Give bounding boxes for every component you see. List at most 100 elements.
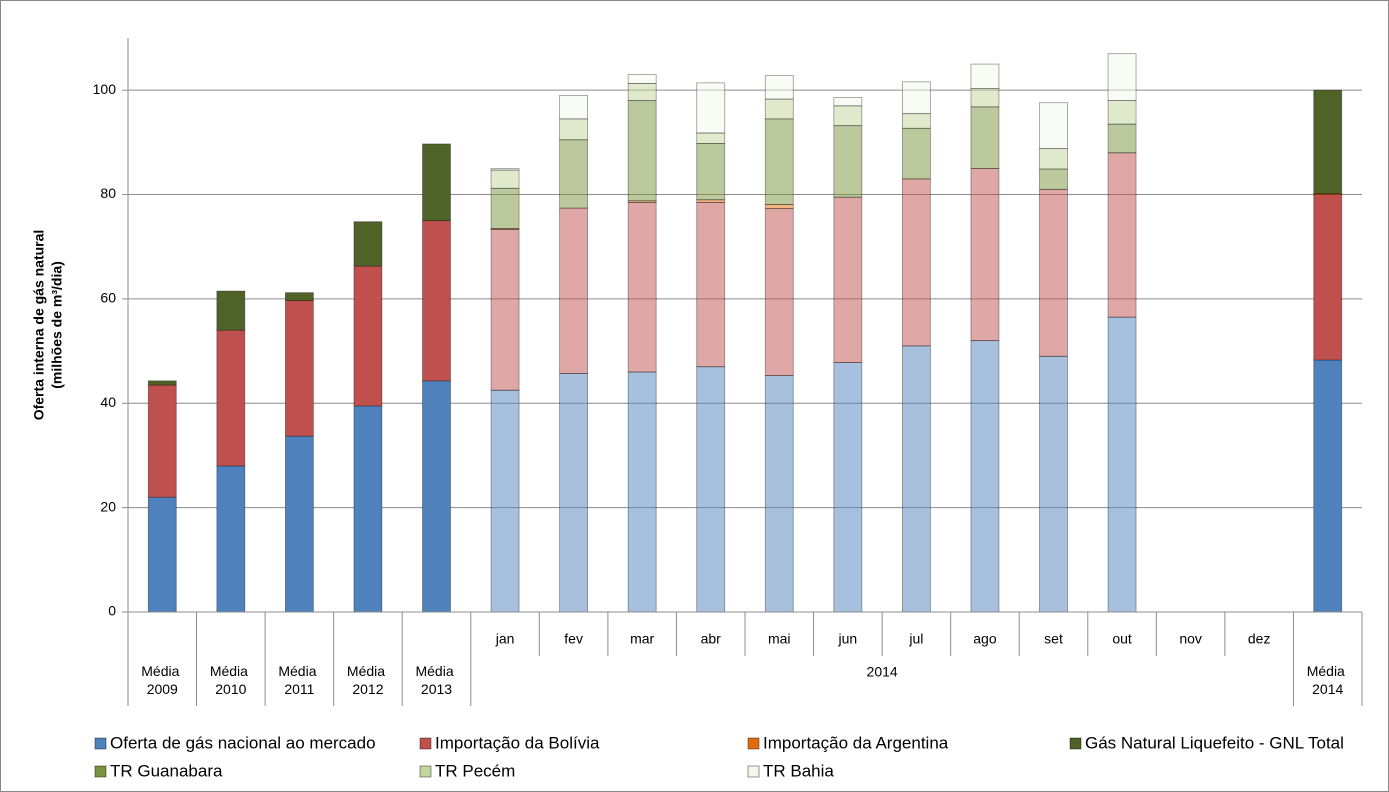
legend-label: TR Bahia [763, 761, 834, 780]
bar-segment [284, 435, 314, 613]
legend-swatch [419, 737, 432, 750]
y-axis-title: (milhões de m³/dia) [49, 261, 65, 389]
legend-label: Gás Natural Liquefeito - GNL Total [1085, 733, 1344, 752]
bar-segment [764, 208, 794, 377]
x-tick-label: nov [1179, 631, 1202, 647]
bar-segment [696, 143, 726, 201]
bar-segment [833, 125, 863, 198]
bar-segment [1313, 89, 1343, 194]
bar-segment [559, 95, 589, 120]
x-tick-label: Média 2009 [141, 663, 183, 697]
legend-label: TR Pecém [435, 761, 515, 780]
x-tick-label: jul [908, 631, 923, 647]
bar-segment [970, 340, 1000, 613]
bar-segment [764, 118, 794, 205]
bar-segment [490, 187, 520, 229]
bar-segment [1039, 102, 1068, 150]
bar-segment [216, 290, 246, 331]
bar-segment [1039, 188, 1068, 357]
bar-segment [764, 98, 794, 120]
bar-segment [353, 221, 383, 267]
legend-label: TR Guanabara [110, 761, 223, 780]
bar-segment [1107, 53, 1137, 102]
bar-segment [833, 196, 863, 363]
bar-segment [901, 127, 931, 180]
legend-swatch [747, 737, 760, 750]
legend-swatch [94, 765, 107, 778]
x-tick-label: abr [701, 631, 722, 647]
bar-segment [696, 82, 726, 134]
bar-segment [284, 292, 314, 301]
x-tick-label: Média 2013 [415, 663, 457, 697]
legend-label: Oferta de gás nacional ao mercado [110, 733, 376, 752]
bar-segment [1313, 194, 1343, 361]
bar-segment [1107, 316, 1137, 613]
bar-segment [490, 169, 520, 189]
legend-swatch [419, 765, 432, 778]
x-tick-label: Média 2011 [278, 663, 320, 697]
x-tick-label: jan [495, 631, 515, 647]
bar-segment [559, 207, 589, 374]
bar-segment [353, 265, 383, 407]
x-tick-label: jun [837, 631, 857, 647]
bar-segment [833, 105, 863, 127]
bar-segment [216, 329, 246, 467]
bar-segment [490, 168, 520, 171]
bar-segment [696, 132, 726, 144]
bar-segment [970, 88, 1000, 108]
bar-segment [1107, 123, 1137, 154]
x-tick-label: Média 2010 [210, 663, 252, 697]
bar-segment [1039, 148, 1068, 170]
group-label: 2014 [867, 664, 898, 680]
bar-segment [901, 178, 931, 347]
bar-segment [559, 139, 589, 209]
bar-segment [901, 113, 931, 129]
bar-segment [1039, 168, 1068, 190]
bar-segment [696, 366, 726, 613]
bar-segment [627, 74, 657, 84]
y-tick-label: 60 [100, 290, 116, 306]
bar-segment [1039, 355, 1068, 613]
y-tick-label: 0 [108, 603, 116, 619]
bar-segment [1107, 100, 1137, 125]
y-tick-label: 40 [100, 394, 116, 410]
x-tick-label: Média 2014 [1307, 663, 1349, 697]
bar-segment [970, 168, 1000, 342]
x-tick-label: ago [973, 631, 997, 647]
y-tick-label: 20 [100, 498, 116, 514]
bar-segment [490, 228, 520, 230]
bar-segment [901, 345, 931, 613]
legend-swatch [747, 765, 760, 778]
x-tick-label: mai [768, 631, 791, 647]
bar-segment [764, 75, 794, 100]
bar-segment [422, 380, 451, 613]
legend-swatch [94, 737, 107, 750]
bar-segment [627, 100, 657, 202]
bar-segment [147, 384, 177, 498]
bar-segment [627, 201, 657, 373]
bar-segment [559, 118, 589, 141]
x-tick-label: out [1112, 631, 1132, 647]
bar-segment [970, 63, 1000, 90]
bar-segment [833, 362, 863, 613]
bar-segment [284, 300, 314, 437]
bar-segment [1313, 359, 1343, 613]
bar-segment [627, 371, 657, 613]
y-axis-title: Oferta interna de gás natural [31, 230, 47, 421]
bar-segment [147, 380, 177, 386]
bar-segment [696, 201, 726, 368]
bar-segment [422, 220, 451, 382]
bar-segment [559, 373, 589, 613]
x-tick-label: set [1044, 631, 1063, 647]
y-tick-label: 100 [93, 81, 117, 97]
bar-segment [216, 465, 246, 613]
x-tick-label: mar [630, 631, 654, 647]
bar-segment [1107, 152, 1137, 318]
y-tick-label: 80 [100, 185, 116, 201]
bar-segment [147, 496, 177, 613]
legend-label: Importação da Argentina [763, 733, 949, 752]
bar-segment [764, 204, 794, 210]
bar-segment [490, 229, 520, 391]
